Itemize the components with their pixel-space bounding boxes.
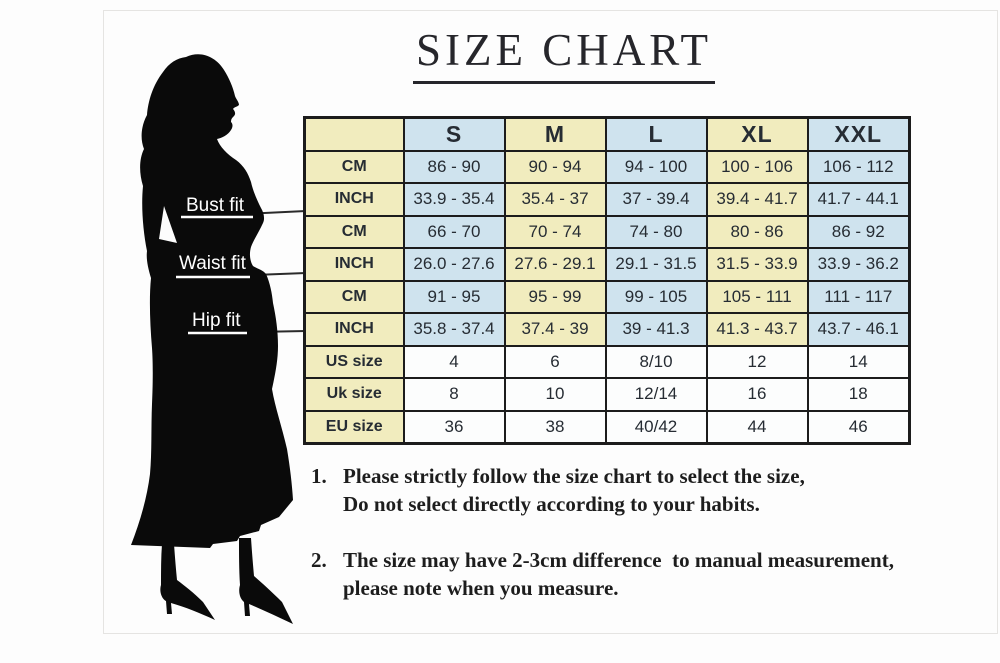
- waist-fit-label: Waist fit: [179, 253, 246, 274]
- bust-fit-label: Bust fit: [186, 195, 245, 216]
- note-2: 2. The size may have 2-3cm difference to…: [311, 546, 894, 602]
- size-table: S M L XL XXL CM 86 - 90 90 - 94 94 - 100 100 - 10…: [303, 116, 911, 445]
- row-label: EU size: [303, 409, 405, 445]
- size-cell: 95 - 99: [503, 279, 607, 314]
- note-1-number: 1.: [311, 464, 327, 488]
- size-cell: 33.9 - 36.2: [806, 247, 911, 282]
- table-row: INCH 26.0 - 27.6 27.6 - 29.1 29.1 - 31.5 31.…: [303, 247, 911, 282]
- size-cell: 111 - 117: [806, 279, 911, 314]
- note-2-line-1: The size may have 2-3cm difference to ma…: [343, 548, 894, 572]
- size-cell: 35.8 - 37.4: [402, 312, 506, 347]
- row-label: INCH: [303, 312, 405, 347]
- size-cell: 39 - 41.3: [604, 312, 708, 347]
- size-cell: 29.1 - 31.5: [604, 247, 708, 282]
- page-title: SIZE CHART: [413, 28, 716, 84]
- size-cell: 94 - 100: [604, 149, 708, 184]
- size-cell: 12/14: [604, 377, 708, 412]
- row-label: CM: [303, 149, 405, 184]
- size-cell: 27.6 - 29.1: [503, 247, 607, 282]
- size-cell: 70 - 74: [503, 214, 607, 249]
- table-row: CM 91 - 95 95 - 99 99 - 105 105 - 111 111 - 1…: [303, 279, 911, 314]
- row-label: US size: [303, 344, 405, 379]
- note-2-line-2: please note when you measure.: [343, 576, 619, 600]
- size-cell: 6: [503, 344, 607, 379]
- size-cell: 36: [402, 409, 506, 445]
- table-row: CM 66 - 70 70 - 74 74 - 80 80 - 86 86 - 92: [303, 214, 911, 249]
- size-col-header: XXL: [806, 116, 911, 152]
- size-cell: 39.4 - 41.7: [705, 182, 809, 217]
- note-2-number: 2.: [311, 548, 327, 572]
- size-cell: 105 - 111: [705, 279, 809, 314]
- size-cell: 100 - 106: [705, 149, 809, 184]
- size-cell: 44: [705, 409, 809, 445]
- size-col-header: S: [402, 116, 506, 152]
- size-cell: 18: [806, 377, 911, 412]
- elbow-gap: [159, 206, 177, 243]
- row-label: CM: [303, 214, 405, 249]
- note-1: 1. Please strictly follow the size chart…: [311, 462, 805, 518]
- note-1-text: Please strictly follow the size chart to…: [343, 462, 805, 518]
- size-col-header: XL: [705, 116, 809, 152]
- table-row: EU size 36 38 40/42 44 46: [303, 409, 911, 445]
- size-cell: 35.4 - 37: [503, 182, 607, 217]
- row-label: Uk size: [303, 377, 405, 412]
- size-col-header: M: [503, 116, 607, 152]
- size-cell: 38: [503, 409, 607, 445]
- size-cell: 4: [402, 344, 506, 379]
- size-cell: 26.0 - 27.6: [402, 247, 506, 282]
- size-cell: 33.9 - 35.4: [402, 182, 506, 217]
- left-shoe: [160, 544, 215, 620]
- size-cell: 66 - 70: [402, 214, 506, 249]
- size-cell: 74 - 80: [604, 214, 708, 249]
- size-cell: 37.4 - 39: [503, 312, 607, 347]
- size-cell: 40/42: [604, 409, 708, 445]
- note-2-text: The size may have 2-3cm difference to ma…: [343, 546, 894, 602]
- size-cell: 91 - 95: [402, 279, 506, 314]
- table-row: INCH 33.9 - 35.4 35.4 - 37 37 - 39.4 39.4 - …: [303, 182, 911, 217]
- size-cell: 43.7 - 46.1: [806, 312, 911, 347]
- header-row: S M L XL XXL: [303, 116, 911, 152]
- size-cell: 41.7 - 44.1: [806, 182, 911, 217]
- hip-fit-label: Hip fit: [192, 310, 241, 331]
- table-row: INCH 35.8 - 37.4 37.4 - 39 39 - 41.3 41.3 - …: [303, 312, 911, 347]
- size-cell: 8/10: [604, 344, 708, 379]
- row-label: CM: [303, 279, 405, 314]
- right-shoe: [239, 538, 293, 624]
- size-cell: 90 - 94: [503, 149, 607, 184]
- table-row: US size 4 6 8/10 12 14: [303, 344, 911, 379]
- corner-cell: [303, 116, 405, 152]
- size-cell: 8: [402, 377, 506, 412]
- size-cell: 41.3 - 43.7: [705, 312, 809, 347]
- note-1-line-2: Do not select directly according to your…: [343, 492, 760, 516]
- size-cell: 12: [705, 344, 809, 379]
- size-cell: 80 - 86: [705, 214, 809, 249]
- size-cell: 99 - 105: [604, 279, 708, 314]
- size-cell: 86 - 90: [402, 149, 506, 184]
- size-cell: 16: [705, 377, 809, 412]
- label-underlines: [176, 215, 253, 335]
- size-cell: 46: [806, 409, 911, 445]
- size-cell: 31.5 - 33.9: [705, 247, 809, 282]
- size-col-header: L: [604, 116, 708, 152]
- table-row: Uk size 8 10 12/14 16 18: [303, 377, 911, 412]
- size-cell: 106 - 112: [806, 149, 911, 184]
- row-label: INCH: [303, 247, 405, 282]
- table-row: CM 86 - 90 90 - 94 94 - 100 100 - 106 106 - 1…: [303, 149, 911, 184]
- size-cell: 10: [503, 377, 607, 412]
- size-cell: 86 - 92: [806, 214, 911, 249]
- woman-silhouette: [131, 54, 293, 548]
- row-label: INCH: [303, 182, 405, 217]
- note-1-line-1: Please strictly follow the size chart to…: [343, 464, 805, 488]
- size-cell: 14: [806, 344, 911, 379]
- size-cell: 37 - 39.4: [604, 182, 708, 217]
